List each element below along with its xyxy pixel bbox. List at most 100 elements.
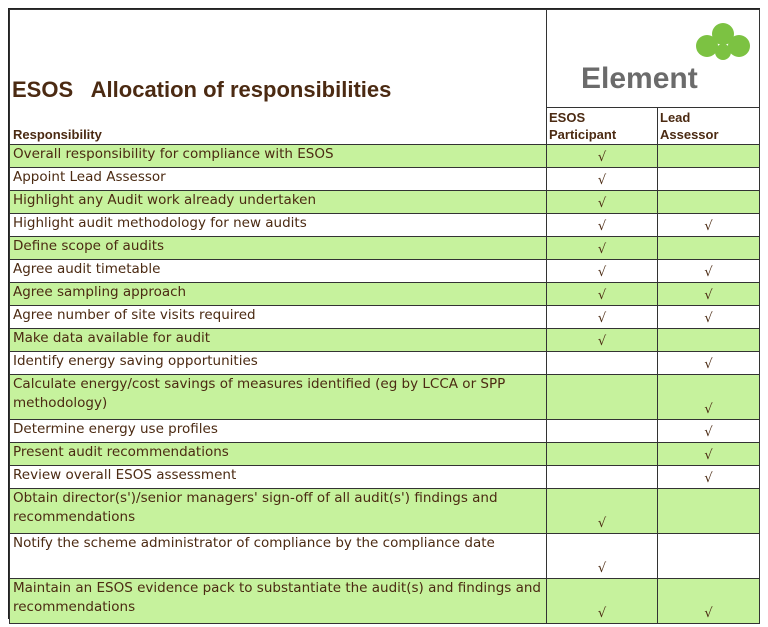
table-row: Agree sampling approach √ √	[9, 281, 760, 306]
responsibility-cell: Make data available for audit	[9, 327, 547, 352]
lead-check-cell: √	[657, 350, 760, 375]
table-row: Calculate energy/cost savings of measure…	[9, 373, 760, 420]
logo-cell: Element	[546, 9, 760, 107]
lead-check-cell: √	[657, 304, 760, 329]
participant-check-cell	[546, 350, 658, 375]
lead-check-cell: √	[657, 577, 760, 624]
lead-check-cell	[657, 327, 760, 352]
table-row: Present audit recommendations √	[9, 441, 760, 466]
table-row: Determine energy use profiles √	[9, 418, 760, 443]
responsibility-cell: Agree sampling approach	[9, 281, 547, 306]
responsibility-cell: Calculate energy/cost savings of measure…	[9, 373, 547, 420]
table-row: Maintain an ESOS evidence pack to substa…	[9, 577, 760, 624]
table-row: Appoint Lead Assessor √	[9, 166, 760, 191]
table-row: Highlight any Audit work already underta…	[9, 189, 760, 214]
element-logo: Element	[581, 23, 750, 95]
participant-header-line-2: Participant	[549, 126, 617, 142]
table-row: Obtain director(s')/senior managers' sig…	[9, 487, 760, 534]
check-icon: √	[597, 218, 607, 234]
responsibility-column-header: Responsibility	[9, 107, 547, 145]
lead-check-cell	[657, 166, 760, 191]
responsibility-cell: Agree audit timetable	[9, 258, 547, 283]
lead-check-cell: √	[657, 258, 760, 283]
responsibility-document: ESOS Allocation of responsibilities Elem…	[8, 8, 760, 624]
check-icon: √	[704, 264, 713, 280]
lead-check-cell	[657, 532, 760, 579]
participant-check-cell: √	[546, 304, 658, 329]
check-icon: √	[597, 172, 607, 188]
lead-check-cell: √	[657, 418, 760, 443]
responsibility-cell: Appoint Lead Assessor	[9, 166, 547, 191]
responsibility-cell: Identify energy saving opportunities	[9, 350, 547, 375]
participant-check-cell: √	[546, 212, 658, 237]
lead-check-cell: √	[657, 212, 760, 237]
table-row: Notify the scheme administrator of compl…	[9, 532, 760, 579]
participant-check-cell	[546, 464, 658, 489]
responsibility-cell: Notify the scheme administrator of compl…	[9, 532, 547, 579]
participant-check-cell: √	[546, 281, 658, 306]
lead-check-cell: √	[657, 281, 760, 306]
check-icon: √	[597, 333, 607, 349]
participant-check-cell	[546, 418, 658, 443]
responsibility-cell: Determine energy use profiles	[9, 418, 547, 443]
participant-check-cell: √	[546, 577, 658, 624]
responsibility-cell: Highlight any Audit work already underta…	[9, 189, 547, 214]
responsibility-cell: Define scope of audits	[9, 235, 547, 260]
check-icon: √	[704, 424, 713, 440]
table-row: Make data available for audit √	[9, 327, 760, 352]
column-header-row: Responsibility ESOS Participant Lead Ass…	[9, 106, 760, 145]
check-icon: √	[704, 401, 713, 417]
check-icon: √	[704, 470, 713, 486]
responsibility-cell: Maintain an ESOS evidence pack to substa…	[9, 577, 547, 624]
responsibility-cell: Review overall ESOS assessment	[9, 464, 547, 489]
check-icon: √	[704, 356, 713, 372]
participant-check-cell: √	[546, 143, 658, 168]
check-icon: √	[704, 310, 713, 326]
lead-header-line-1: Lead	[660, 109, 691, 125]
table-row: Define scope of audits √	[9, 235, 760, 260]
participant-check-cell: √	[546, 235, 658, 260]
check-icon: √	[597, 310, 607, 326]
check-icon: √	[704, 605, 713, 621]
check-icon: √	[597, 241, 607, 257]
participant-header-line-1: ESOS	[549, 109, 586, 125]
logo-wordmark: Element	[581, 62, 698, 95]
responsibility-table: ESOS Allocation of responsibilities Elem…	[9, 9, 760, 624]
participant-check-cell: √	[546, 487, 658, 534]
lead-check-cell	[657, 487, 760, 534]
lead-header-line-2: Assessor	[660, 126, 719, 142]
check-icon: √	[597, 195, 607, 211]
responsibility-cell: Obtain director(s')/senior managers' sig…	[9, 487, 547, 534]
participant-check-cell	[546, 441, 658, 466]
check-icon: √	[597, 605, 607, 621]
lead-check-cell	[657, 235, 760, 260]
participant-check-cell: √	[546, 532, 658, 579]
table-row: Agree audit timetable √ √	[9, 258, 760, 283]
table-row: Agree number of site visits required √ √	[9, 304, 760, 329]
lead-check-cell	[657, 189, 760, 214]
table-row: Review overall ESOS assessment √	[9, 464, 760, 489]
title-row: ESOS Allocation of responsibilities Elem…	[9, 9, 760, 107]
lead-check-cell: √	[657, 373, 760, 420]
table-row: Overall responsibility for compliance wi…	[9, 143, 760, 168]
participant-check-cell: √	[546, 189, 658, 214]
check-icon: √	[597, 149, 607, 165]
participant-column-header: ESOS Participant	[546, 106, 658, 145]
check-icon: √	[597, 287, 607, 303]
lead-check-cell: √	[657, 464, 760, 489]
check-icon: √	[704, 287, 713, 303]
title-cell: ESOS Allocation of responsibilities	[9, 9, 547, 107]
responsibility-cell: Agree number of site visits required	[9, 304, 547, 329]
participant-check-cell: √	[546, 166, 658, 191]
responsibility-cell: Overall responsibility for compliance wi…	[9, 143, 547, 168]
lead-check-cell	[657, 143, 760, 168]
table-row: Highlight audit methodology for new audi…	[9, 212, 760, 237]
table-row: Identify energy saving opportunities √	[9, 350, 760, 375]
page-title: ESOS Allocation of responsibilities	[12, 77, 392, 102]
lead-column-header: Lead Assessor	[657, 106, 760, 145]
clover-icon	[696, 23, 750, 60]
responsibility-cell: Present audit recommendations	[9, 441, 547, 466]
check-icon: √	[597, 264, 607, 280]
check-icon: √	[597, 515, 607, 531]
responsibility-cell: Highlight audit methodology for new audi…	[9, 212, 547, 237]
